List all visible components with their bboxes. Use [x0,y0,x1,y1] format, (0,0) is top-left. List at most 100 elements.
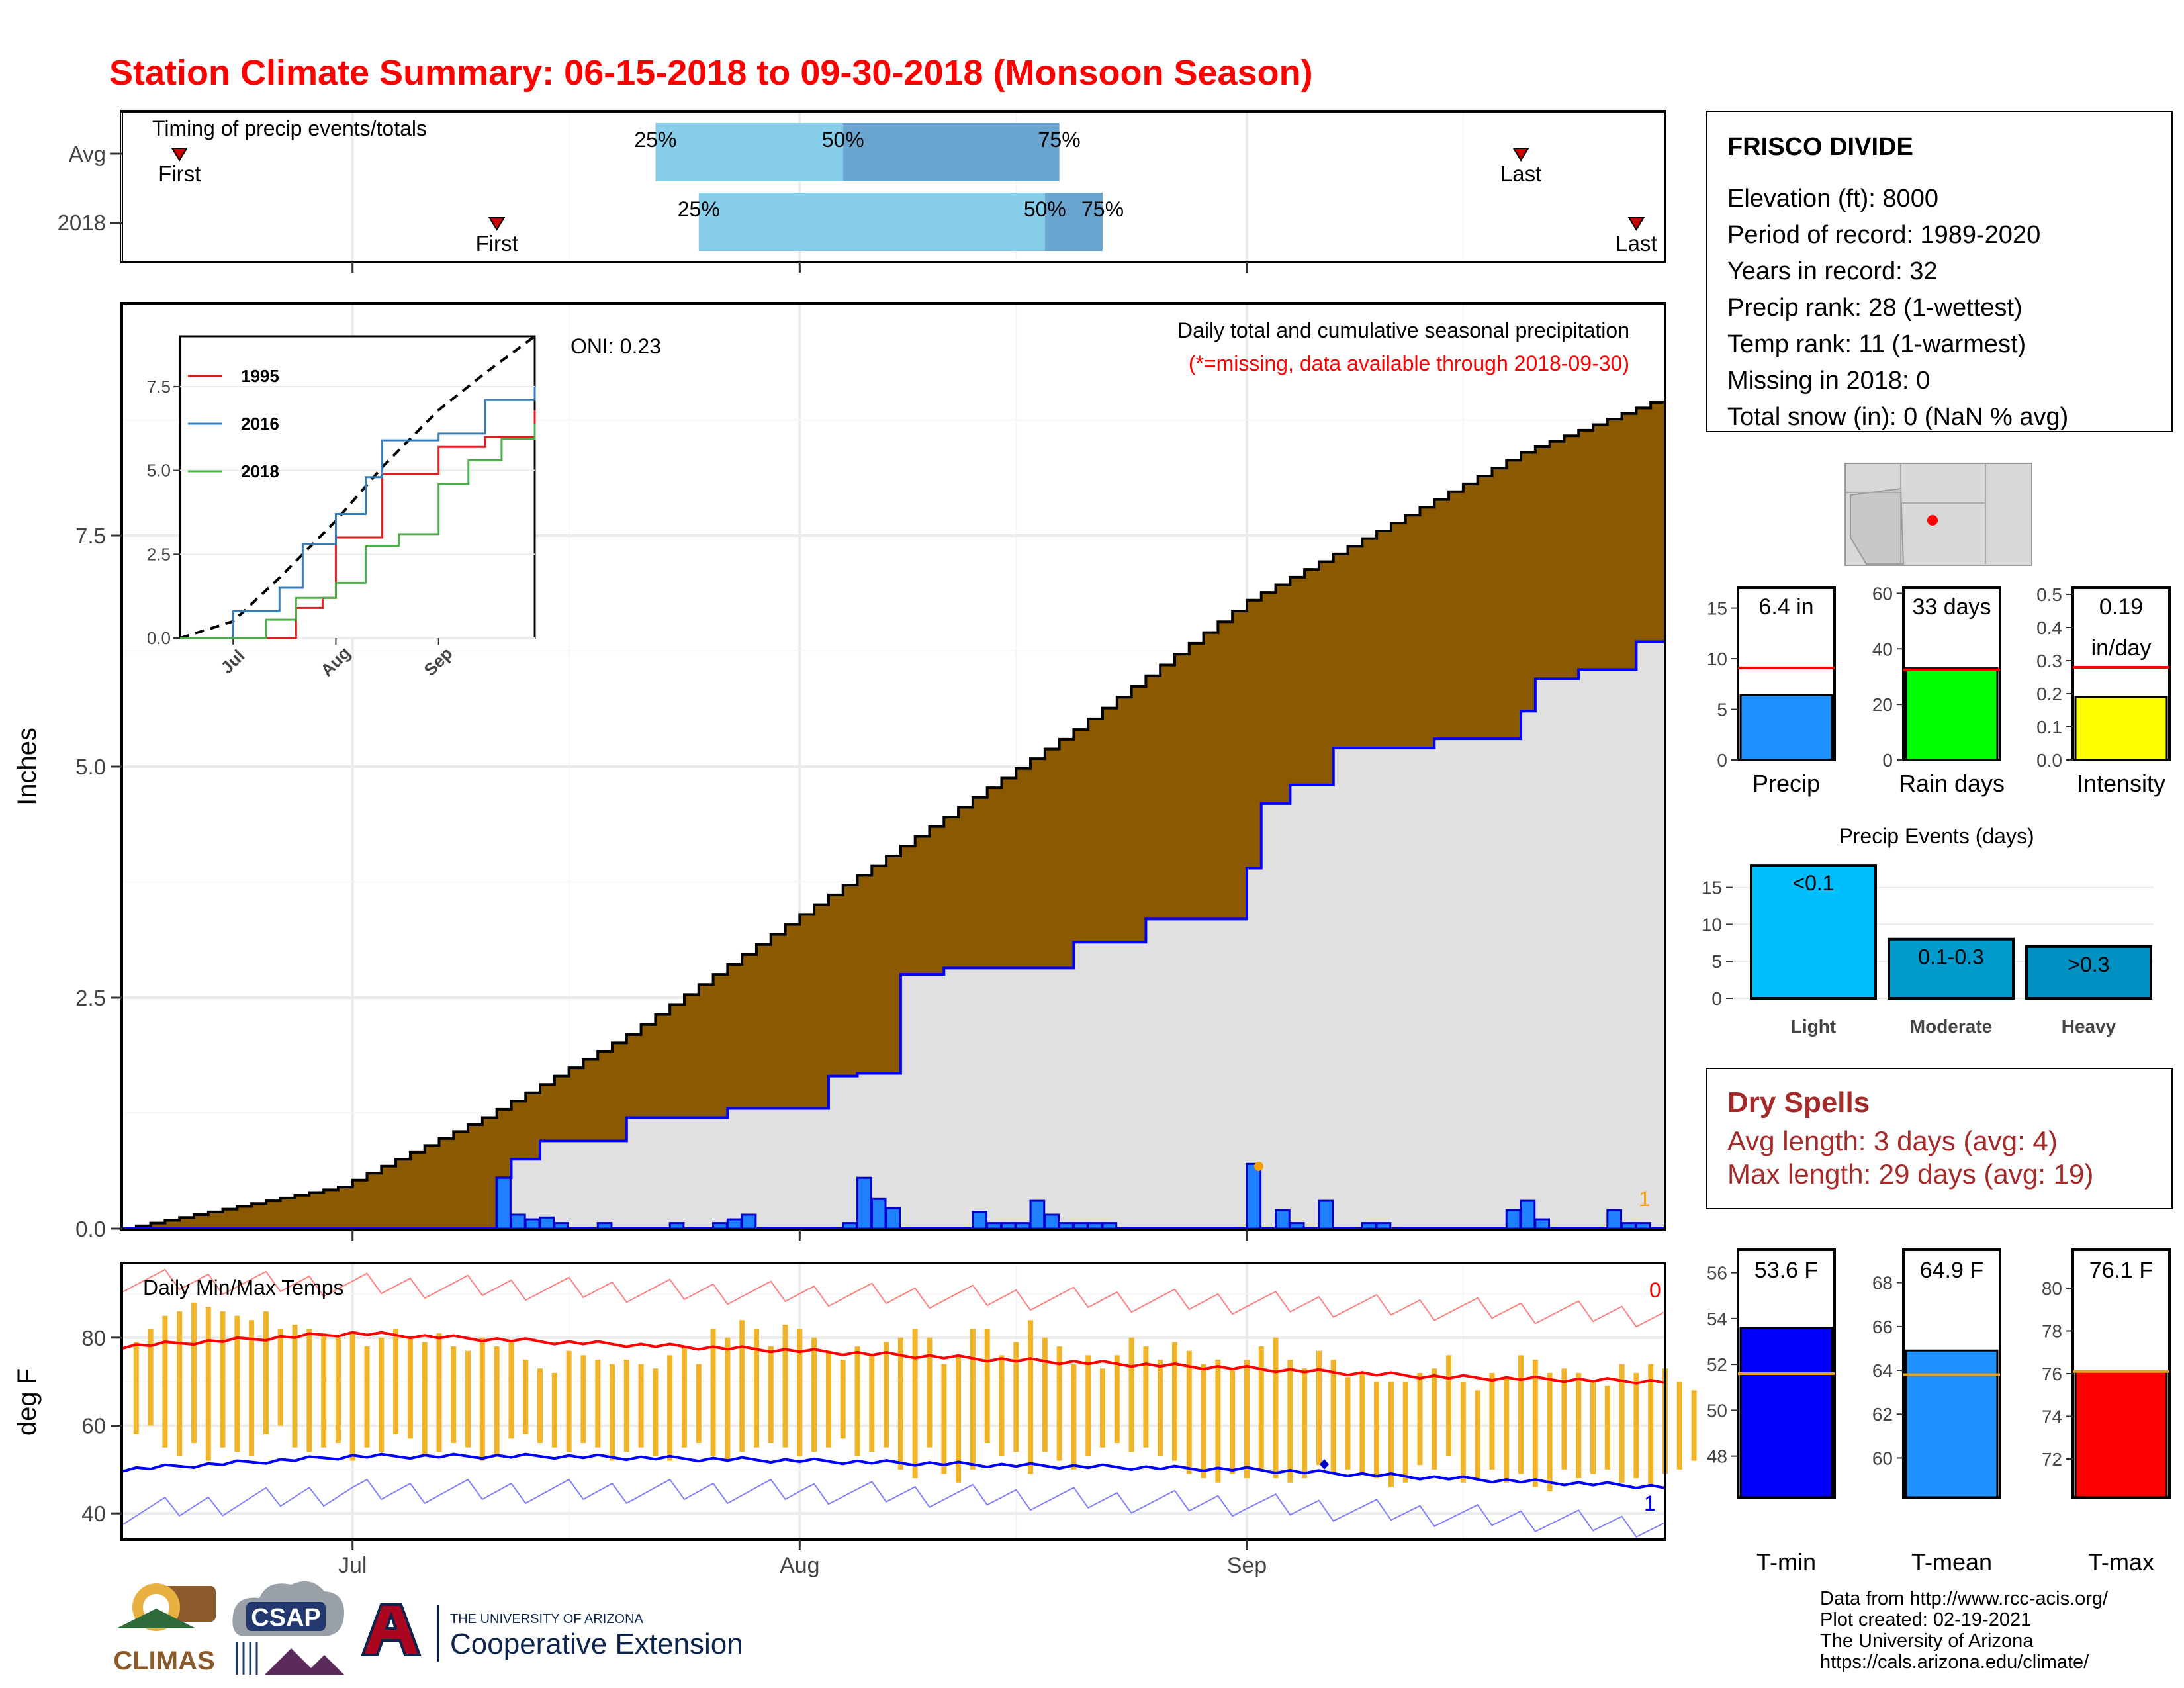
daily-precip-bar [1520,1199,1536,1230]
daily-precip-bar [510,1213,526,1230]
temp-day-bar [451,1346,457,1444]
temp-lines [121,1268,1666,1538]
daily-precip-bar [1246,1162,1262,1230]
csap-logo-text: CSAP [251,1604,321,1632]
events-bar-label: <0.1 [1792,871,1834,895]
gauge-ytick-label: 60 [1872,583,1893,604]
timing-q50-label: 50% [822,128,864,152]
gauge-value: 6.4 in [1758,594,1813,620]
temp-day-bar [840,1359,846,1439]
temp-ytick-label: 80 [81,1326,106,1350]
temp-gauge-ytick-label: 62 [1872,1404,1893,1425]
gauge-ytick-label: 0 [1717,750,1727,771]
daily-precip-bar [1000,1222,1017,1230]
daily-precip-bar [596,1222,613,1230]
temp-day-bar [696,1364,702,1444]
temp-day-bar [1273,1337,1279,1479]
daily-precip-bar [1101,1222,1118,1230]
station-location-marker [1927,515,1938,526]
inset-lines [179,335,536,639]
gauge-ytick-label: 20 [1872,694,1893,715]
events-ytick-label: 0 [1711,988,1722,1009]
gauge-value: 33 days [1912,594,1991,620]
temp-daily-bars [133,1302,1697,1492]
temp-gauge-ytick-label: 64 [1872,1360,1893,1381]
temp-day-bar [1186,1350,1192,1474]
daily-precip-bar [1275,1209,1291,1230]
csap-logo-label-bg [246,1602,326,1631]
temp-day-bar [1244,1359,1250,1479]
timing-q50-q75-bar [1044,193,1103,251]
temp-day-bar [1316,1350,1322,1466]
inset-legend: 1995 2016 2018 [188,366,279,481]
temp-day-bar [797,1329,803,1456]
temp-day-bar [1504,1377,1510,1483]
timing-first-label: First [158,162,201,186]
temp-gauge-ytick-label: 68 [1872,1273,1893,1293]
inset-legend-label: 2018 [241,461,279,481]
gauge-bar [2074,696,2168,761]
climas-logo-mountains [116,1609,196,1628]
timing-last-label: Last [1615,231,1657,256]
temp-gauge-ytick-label: 66 [1872,1317,1893,1337]
temp-record-marker [1320,1459,1329,1470]
gauge-ytick-label: 40 [1872,639,1893,659]
gauge-bar [1905,667,1999,761]
temp-day-bar [1287,1359,1293,1483]
temp-gauge-ytick-label: 80 [2042,1278,2062,1299]
temp-day-bar [465,1350,471,1448]
daily-precip-bar [1534,1218,1551,1230]
gauge-bar [1739,694,1833,761]
temp-day-bar [249,1320,255,1456]
temp-day-bar [1114,1355,1120,1444]
temp-count-top: 0 [1649,1278,1661,1302]
events-bar [1888,937,2015,1000]
temp-day-bar [537,1368,543,1444]
temp-line-avg-max [121,1331,1666,1385]
temp-day-bar [335,1337,341,1444]
temp-day-bar [956,1355,962,1483]
daily-max-count: 1 [1639,1187,1651,1211]
temp-gauge-ytick-label: 72 [2042,1449,2062,1470]
inset-legend-label: 1995 [241,366,279,386]
daily-precip-bar [986,1222,1002,1230]
temp-line-record-min [121,1478,1666,1538]
climas-logo: CLIMAS [113,1583,216,1675]
precip-ytick-label: 5.0 [75,755,106,779]
temp-day-bar [1085,1355,1091,1456]
inset-frame [179,335,536,639]
daily-precip-bar [1361,1222,1377,1230]
temp-day-bar [393,1329,399,1434]
temp-y-axis: 40 60 80 [81,1326,1248,1550]
temp-day-bar [1619,1364,1625,1483]
events-bar-label: >0.3 [2068,953,2109,976]
temp-day-bar [1013,1342,1019,1452]
x-tick-label: Jul [338,1553,367,1578]
temp-day-bar [205,1307,211,1461]
daily-precip-bar [1375,1222,1392,1230]
temp-day-bar [580,1355,586,1444]
ua-logo-small: THE UNIVERSITY OF ARIZONA [450,1612,644,1626]
dry-spells: Dry Spells Avg length: 3 days (avg: 4) M… [1706,1068,2173,1209]
precip-panel: 0.0 2.5 5.0 7.5 Inches Daily total and cumu… [13,302,1666,1241]
station-detail-line: Years in record: 32 [1727,258,1938,285]
temp-gauge-value: 64.9 F [1920,1258,1983,1283]
precip-annotation-missing: (*=missing, data available through 2018-… [1189,352,1629,375]
location-map [1844,463,2032,566]
gauge-value-unit: in/day [2091,635,2152,661]
timing-q50-label: 50% [1024,197,1066,221]
timing-row-avg: Avg [69,142,106,166]
daily-precip-bar [870,1197,887,1230]
timing-rows: 25% 50% 75% First Last 25% 50% 75% First Last [158,123,1657,256]
temp-gauge-label: T-mean [1911,1548,1992,1575]
temp-gauge-ytick-label: 78 [2042,1321,2062,1342]
csap-logo-lines [236,1642,258,1675]
temp-day-bar [1171,1342,1177,1461]
daily-precip-bar [885,1207,901,1230]
timing-panel: 25% 50% 75% First Last 25% 50% 75% First Last Tim… [58,110,1666,273]
timing-first-marker [488,217,506,231]
temp-day-bar [1230,1368,1236,1474]
daily-precip-bar [1635,1222,1651,1230]
map-arizona [1850,487,1905,565]
